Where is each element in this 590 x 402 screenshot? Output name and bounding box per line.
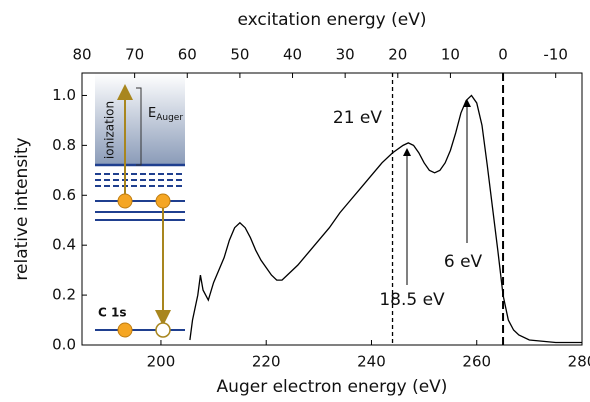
y-tick-label: 1.0	[52, 86, 76, 104]
inset-diagram: ionization EAuger C 1s	[95, 73, 185, 338]
x-axis-label: Auger electron energy (eV)	[217, 377, 448, 397]
x-tick-label: 280	[568, 353, 590, 371]
annotation: 18.5 eV	[379, 290, 445, 310]
x2-tick-label: 40	[283, 46, 302, 64]
y-tick-label: 0.8	[52, 136, 76, 154]
y-tick-label: 0.0	[52, 336, 76, 354]
y-tick-label: 0.2	[52, 286, 76, 304]
x2-tick-label: 50	[230, 46, 249, 64]
core-label: C 1s	[98, 306, 126, 320]
x2-tick-label: 80	[72, 46, 91, 64]
e-label: E	[148, 106, 156, 121]
e-subscript: Auger	[156, 113, 183, 123]
x2-tick-label: -10	[543, 46, 568, 64]
annotation: 6 eV	[444, 252, 483, 272]
x2-tick-label: 20	[388, 46, 407, 64]
electron	[117, 193, 133, 209]
x-tick-label: 240	[357, 353, 386, 371]
x2-axis-label: excitation energy (eV)	[237, 10, 426, 30]
y-tick-label: 0.6	[52, 186, 76, 204]
x2-tick-label: 30	[336, 46, 355, 64]
annotation: 21 eV	[333, 108, 382, 128]
x2-tick-label: 0	[498, 46, 508, 64]
electron	[117, 322, 133, 338]
x-tick-label: 260	[462, 353, 491, 371]
bracket	[136, 87, 142, 166]
hole	[155, 322, 171, 338]
e-auger-label: EAuger	[148, 106, 183, 123]
electron	[155, 193, 171, 209]
plot-frame	[81, 72, 583, 346]
x-tick-label: 220	[252, 353, 281, 371]
x2-tick-label: 60	[178, 46, 197, 64]
ionization-label: ionization	[103, 101, 117, 159]
x2-tick-label: 10	[441, 46, 460, 64]
x-tick-label: 200	[147, 353, 176, 371]
data-line	[189, 94, 582, 344]
y-axis-label: relative intensity	[12, 137, 32, 280]
y-tick-label: 0.4	[52, 236, 76, 254]
x2-tick-label: 70	[125, 46, 144, 64]
